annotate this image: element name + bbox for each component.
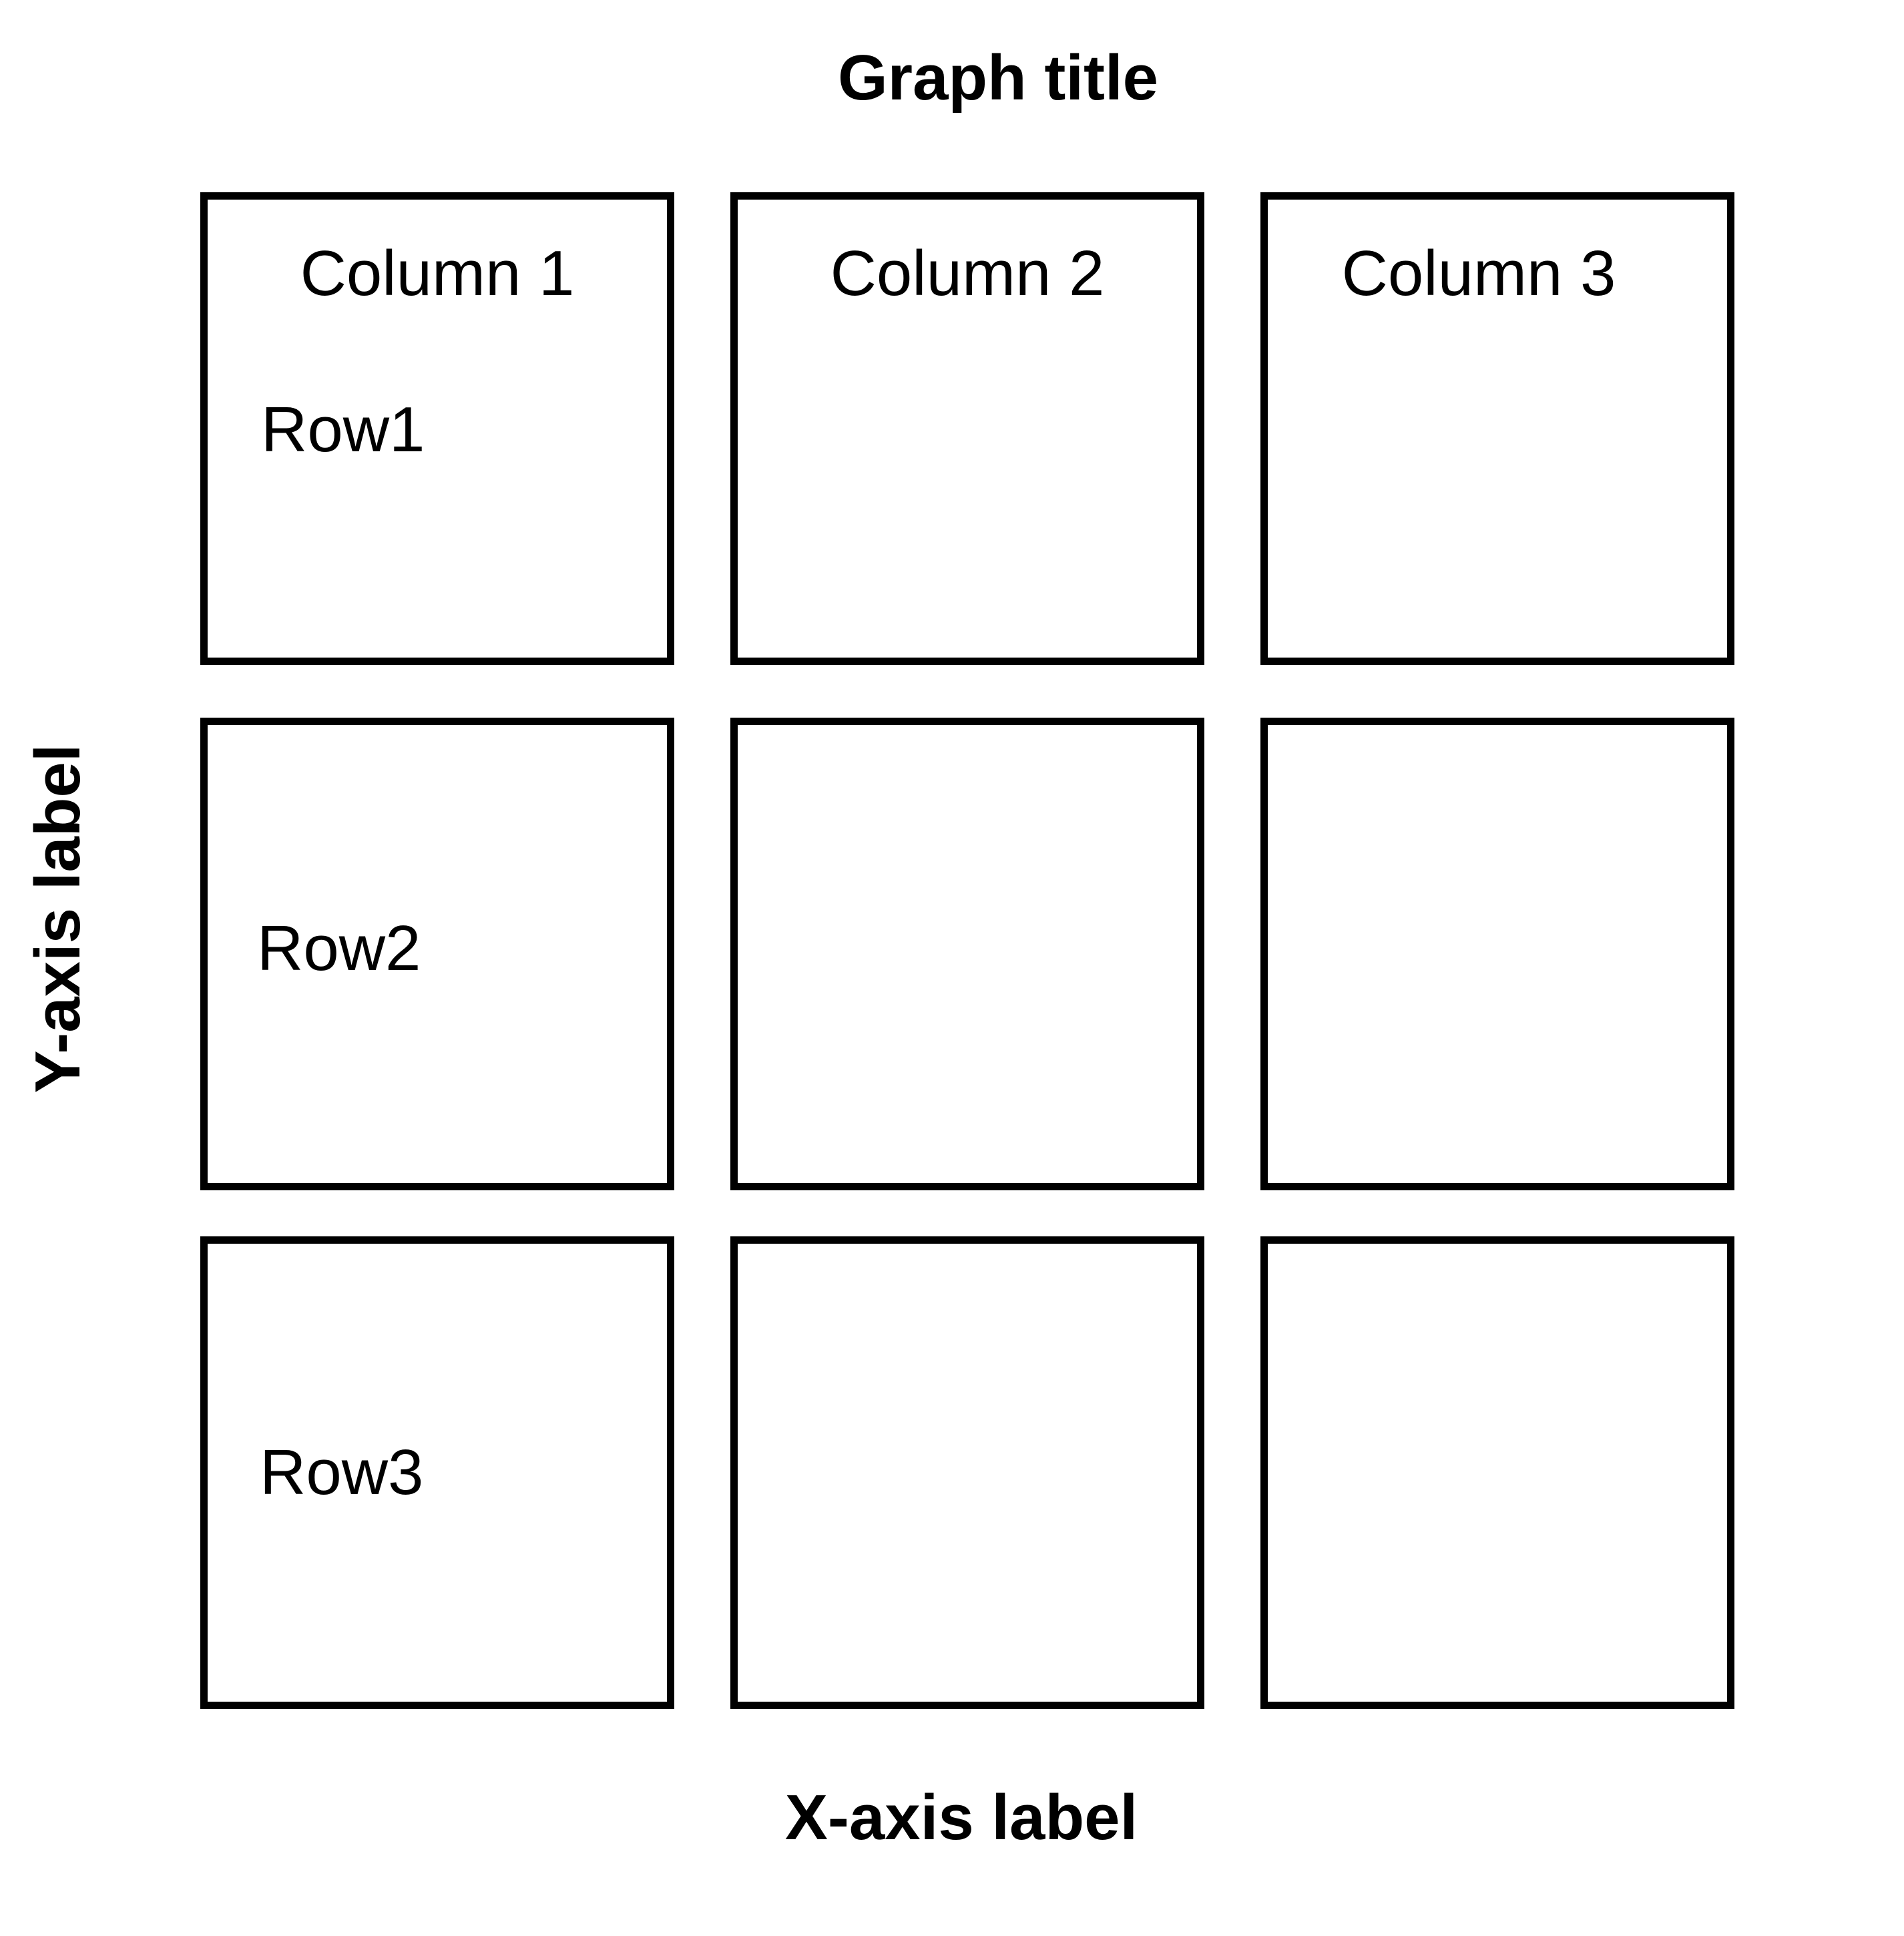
column-header-3: Column 3 — [1341, 238, 1616, 309]
cell-row2-col2 — [730, 718, 1204, 1190]
row-header-1: Row1 — [261, 394, 425, 465]
cell-row1-col2: Column 2 — [730, 192, 1204, 665]
row-header-2: Row2 — [257, 913, 421, 984]
cell-row3-col3 — [1260, 1236, 1734, 1709]
cell-row2-col3 — [1260, 718, 1734, 1190]
cell-row1-col1: Column 1 Row1 — [200, 192, 674, 665]
graph-title: Graph title — [837, 42, 1159, 113]
y-axis-label: Y-axis label — [22, 744, 93, 1094]
column-header-2: Column 2 — [830, 238, 1105, 309]
cell-row1-col3: Column 3 — [1260, 192, 1734, 665]
cell-row3-col1: Row3 — [200, 1236, 674, 1709]
cell-row2-col1: Row2 — [200, 718, 674, 1190]
column-header-1: Column 1 — [300, 238, 575, 309]
row-header-3: Row3 — [260, 1437, 424, 1508]
cell-row3-col2 — [730, 1236, 1204, 1709]
x-axis-label: X-axis label — [784, 1782, 1138, 1853]
